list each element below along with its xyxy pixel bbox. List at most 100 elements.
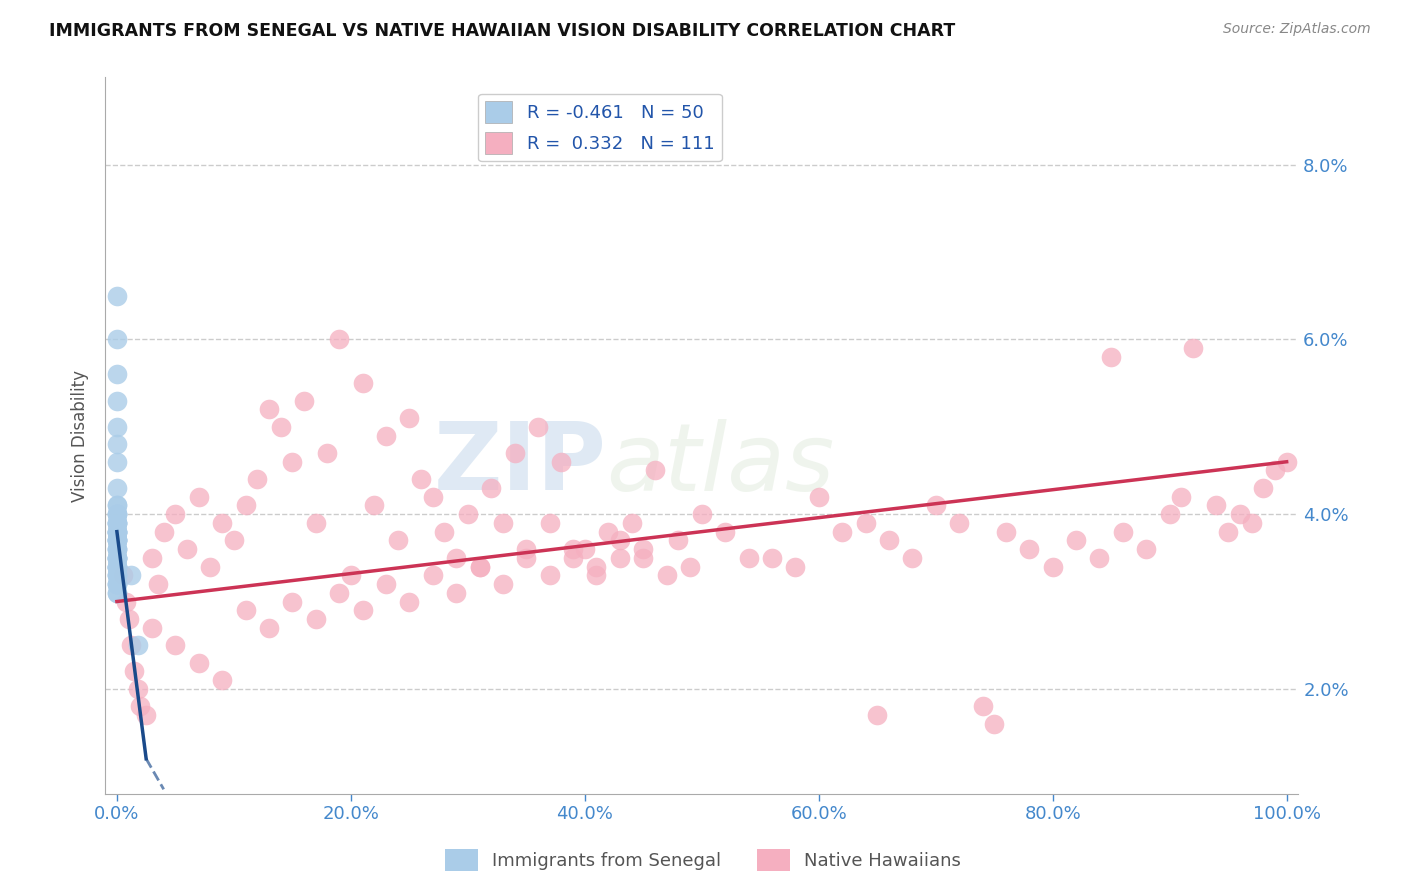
Point (105, 542, 128, 557)
Point (1042, 559, 1064, 574)
Point (831, 524, 853, 539)
Point (105, 516, 128, 530)
Point (609, 550, 631, 565)
Text: atlas: atlas (606, 418, 835, 509)
Point (105, 559, 128, 574)
Point (211, 673, 233, 687)
Point (105, 333, 128, 347)
Point (211, 516, 233, 530)
Point (305, 516, 328, 530)
Point (281, 455, 304, 469)
Point (374, 428, 396, 442)
Point (235, 603, 257, 617)
Point (105, 577, 128, 591)
Point (352, 376, 374, 391)
Point (737, 550, 759, 565)
Point (527, 420, 550, 434)
Point (468, 559, 491, 574)
Point (105, 542, 128, 557)
Point (714, 524, 737, 539)
Point (124, 665, 146, 679)
Point (1064, 533, 1087, 548)
Point (457, 507, 479, 521)
Legend: R = -0.461   N = 50, R =  0.332   N = 111: R = -0.461 N = 50, R = 0.332 N = 111 (478, 94, 721, 161)
Point (1170, 490, 1192, 504)
Point (115, 594, 138, 608)
Point (246, 472, 269, 486)
Point (105, 586, 128, 600)
Point (105, 533, 128, 548)
Point (562, 550, 585, 565)
Point (550, 455, 572, 469)
Point (105, 559, 128, 574)
Point (948, 516, 970, 530)
Point (257, 402, 280, 417)
Point (105, 568, 128, 582)
Point (200, 559, 222, 574)
Point (1264, 463, 1286, 477)
Point (562, 542, 585, 557)
Point (105, 437, 128, 451)
Point (107, 507, 129, 521)
Point (785, 559, 807, 574)
Point (105, 550, 128, 565)
Point (1205, 499, 1227, 513)
Point (340, 568, 363, 582)
Point (679, 559, 702, 574)
Point (1099, 350, 1122, 364)
Point (1218, 524, 1240, 539)
Point (105, 455, 128, 469)
Point (281, 594, 304, 608)
Point (235, 499, 257, 513)
Point (105, 533, 128, 548)
Point (1088, 550, 1111, 565)
Point (316, 446, 339, 460)
Point (1229, 507, 1251, 521)
Point (398, 594, 420, 608)
Point (127, 681, 149, 696)
Point (105, 499, 128, 513)
Point (120, 568, 142, 582)
Point (152, 524, 174, 539)
Point (1182, 341, 1205, 355)
Point (105, 507, 128, 521)
Point (105, 533, 128, 548)
Text: Source: ZipAtlas.com: Source: ZipAtlas.com (1223, 22, 1371, 37)
Point (503, 446, 526, 460)
Point (141, 621, 163, 635)
Point (105, 524, 128, 539)
Point (127, 638, 149, 652)
Point (146, 577, 169, 591)
Point (1251, 481, 1274, 495)
Point (257, 621, 280, 635)
Point (352, 603, 374, 617)
Point (105, 559, 128, 574)
Point (176, 542, 198, 557)
Point (925, 499, 948, 513)
Point (633, 550, 655, 565)
Point (994, 524, 1017, 539)
Point (877, 533, 900, 548)
Point (655, 568, 678, 582)
Point (468, 559, 491, 574)
Point (972, 699, 994, 714)
Point (585, 568, 607, 582)
Point (105, 542, 128, 557)
Point (983, 716, 1005, 731)
Point (866, 708, 889, 723)
Point (187, 490, 209, 504)
Point (105, 559, 128, 574)
Point (105, 481, 128, 495)
Point (107, 499, 129, 513)
Point (111, 568, 134, 582)
Point (105, 533, 128, 548)
Point (117, 612, 139, 626)
Point (328, 586, 350, 600)
Point (105, 524, 128, 539)
Point (105, 393, 128, 408)
Point (444, 586, 467, 600)
Point (807, 490, 830, 504)
Point (1275, 455, 1298, 469)
Legend: Immigrants from Senegal, Native Hawaiians: Immigrants from Senegal, Native Hawaiian… (437, 842, 969, 879)
Point (538, 568, 561, 582)
